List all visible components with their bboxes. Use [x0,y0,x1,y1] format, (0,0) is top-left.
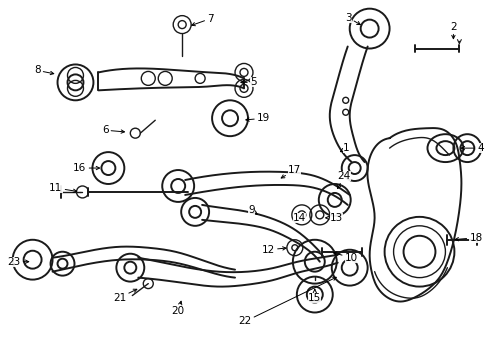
Text: 10: 10 [333,252,357,263]
Text: 3: 3 [345,13,360,24]
Text: 11: 11 [49,183,77,193]
Text: 15: 15 [307,289,321,302]
Text: 4: 4 [460,143,483,153]
Text: 17: 17 [281,165,301,178]
Text: 24: 24 [337,171,350,189]
Text: 5: 5 [241,77,256,87]
Text: 12: 12 [261,245,285,255]
Text: 8: 8 [34,66,54,76]
Text: 14: 14 [292,213,305,223]
Text: 22: 22 [238,277,336,327]
Text: 18: 18 [454,233,482,243]
Text: 6: 6 [102,125,124,135]
Text: 7: 7 [191,14,213,26]
Text: 13: 13 [325,213,342,223]
Text: 1: 1 [340,143,349,153]
Text: 23: 23 [7,257,29,267]
Text: 20: 20 [171,301,184,316]
Text: 19: 19 [245,113,270,123]
Text: 2: 2 [449,22,456,39]
Text: 9: 9 [247,205,257,215]
Text: 16: 16 [73,163,100,173]
Text: 21: 21 [113,289,137,302]
